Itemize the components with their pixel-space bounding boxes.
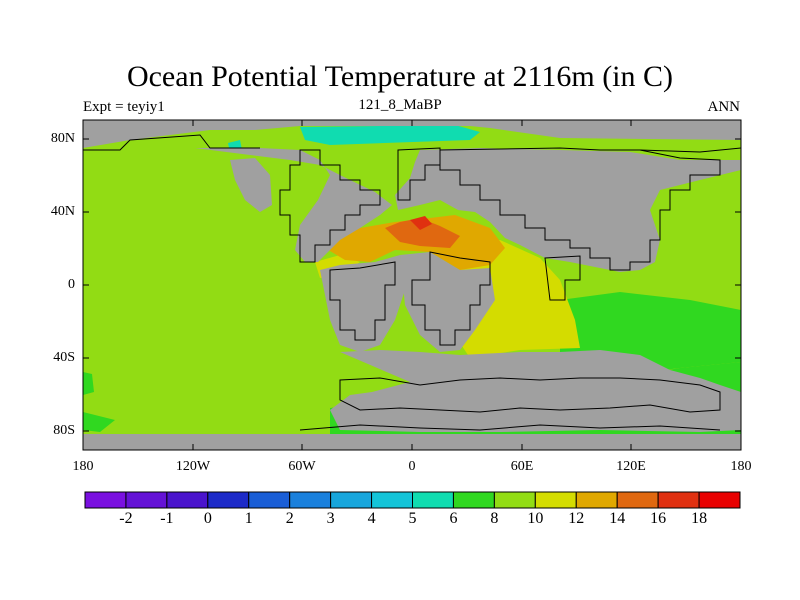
colorbar-swatch: [616, 491, 659, 509]
colorbar-swatch: [452, 491, 495, 509]
outline-north-america: [279, 149, 381, 263]
lat-label-0: 0: [68, 277, 75, 292]
colorbar-label: 2: [285, 510, 294, 527]
colorbar-label: 1: [244, 510, 253, 527]
colorbar-label: 16: [650, 510, 667, 527]
land-masses: [83, 120, 741, 450]
outline-africa: [411, 251, 491, 346]
colorbar-swatch: [534, 491, 577, 509]
outline-east-asia: [639, 147, 741, 153]
land-arctic-north: [83, 120, 741, 148]
lat-label-40n: 40N: [50, 204, 75, 219]
lat-label-40s: 40S: [53, 350, 75, 365]
colorbar-swatch: [207, 491, 250, 509]
lon-label-60w: 60W: [288, 459, 316, 474]
colorbar-swatch: [412, 491, 454, 509]
colorbar-swatch: [330, 491, 373, 509]
colorbar-label: 0: [203, 510, 212, 527]
colorbar-label: -1: [160, 510, 174, 527]
land-south-america: [320, 255, 405, 352]
colorbar-label: 10: [527, 510, 544, 527]
colorbar-label: 3: [326, 510, 335, 527]
lon-label-0: 0: [408, 459, 416, 474]
field-ocean-16: [385, 218, 460, 248]
outline-india: [544, 255, 581, 301]
lon-label-120e: 120E: [616, 459, 646, 474]
colorbar-swatch: [371, 491, 413, 509]
colorbar: [84, 491, 741, 509]
land-north-america-west: [230, 158, 272, 212]
lon-label-60e: 60E: [510, 459, 534, 474]
colorbar-swatch: [84, 491, 127, 509]
colorbar-swatch: [248, 491, 291, 509]
colorbar-swatch: [125, 491, 168, 509]
lat-label-80n: 80N: [50, 131, 75, 146]
land-eurasia: [395, 148, 741, 272]
colorbar-label: 12: [568, 510, 585, 527]
outline-antarctica: [299, 424, 721, 431]
temperature-field: [83, 120, 741, 450]
colorbar-swatch: [493, 491, 536, 509]
outline-south-america: [329, 261, 396, 341]
map-title: Ocean Potential Temperature at 2116m (in…: [126, 60, 674, 93]
colorbar-swatch: [657, 491, 700, 509]
colorbar-label: 4: [367, 510, 376, 527]
axis-ticks: [83, 120, 741, 450]
colorbar-label: 5: [408, 510, 417, 527]
field-ocean-8-sw: [83, 372, 94, 395]
field-ocean-18: [410, 216, 432, 230]
colorbar-swatch: [698, 491, 741, 509]
outline-australia-antarctica: [339, 377, 721, 413]
field-ocean-8-sw2: [83, 412, 115, 432]
colorbar-swatch: [166, 491, 209, 509]
time-label: 121_8_MaBP: [358, 97, 442, 113]
colorbar-label: 8: [490, 510, 499, 527]
lon-label-120w: 120W: [175, 459, 211, 474]
land-north-america: [195, 148, 392, 262]
colorbar-swatch: [575, 491, 618, 509]
land-antarctica-full: [83, 434, 741, 450]
colorbar-swatch: [289, 491, 332, 509]
land-africa: [400, 252, 495, 352]
colorbar-label: 14: [609, 510, 626, 527]
coastline-outlines: [83, 134, 741, 431]
colorbar-label: 6: [449, 510, 458, 527]
lon-label-180w: 180: [72, 459, 94, 474]
season-label: ANN: [707, 99, 741, 115]
land-antarctica: [330, 350, 741, 432]
lat-label-80s: 80S: [53, 423, 75, 438]
colorbar-label: -2: [119, 510, 133, 527]
colorbar-label: 18: [691, 510, 708, 527]
outline-arctic: [83, 134, 260, 151]
outline-asia: [439, 147, 721, 271]
lon-label-180e: 180: [730, 459, 752, 474]
experiment-label: Expt = teyiy1: [83, 99, 165, 115]
field-ocean-6-arctic: [300, 125, 480, 145]
